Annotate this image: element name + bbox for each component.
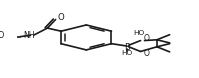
Text: HO: HO xyxy=(121,50,133,56)
Text: NH: NH xyxy=(23,31,35,40)
Text: O: O xyxy=(143,49,149,58)
Text: HO: HO xyxy=(133,30,144,36)
Text: O: O xyxy=(57,13,64,22)
Text: B: B xyxy=(124,43,130,52)
Text: O: O xyxy=(143,34,149,43)
Text: O: O xyxy=(0,31,4,40)
